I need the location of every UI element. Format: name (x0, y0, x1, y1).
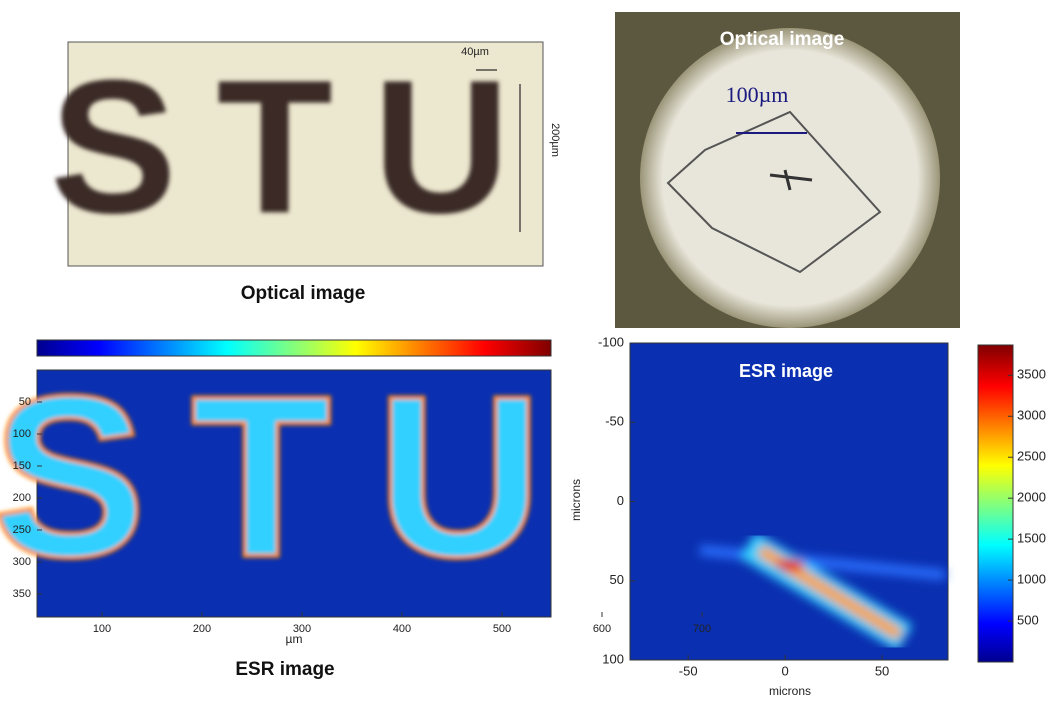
y-tick-label: -100 (598, 334, 624, 349)
y-tick-label: 200 (13, 492, 31, 504)
esr-letters: STU (0, 348, 588, 605)
panel-title: Optical image (720, 29, 845, 50)
photo-letters: STU (50, 41, 550, 253)
x-tick-label: 300 (293, 623, 311, 635)
colorbar-tick-label: 1000 (1017, 572, 1046, 587)
colorbar-tick-label: 2000 (1017, 490, 1046, 505)
y-tick-label: 350 (13, 588, 31, 600)
x-tick-label: 700 (693, 623, 711, 635)
y-tick-label: 150 (13, 460, 31, 472)
y-axis-label: microns (569, 479, 583, 521)
colorbar-tick-label: 3000 (1017, 408, 1046, 423)
panel-title: ESR image (739, 361, 833, 381)
x-tick-label: 600 (593, 623, 611, 635)
y-tick-label: 100 (13, 428, 31, 440)
y-tick-label: 0 (617, 493, 624, 508)
scale-label: 40µm (461, 46, 489, 58)
colorbar-tick-label: 1500 (1017, 531, 1046, 546)
x-axis-label: microns (769, 684, 811, 698)
colorbar-tick-label: 3500 (1017, 367, 1046, 382)
figure: STU 40µm 200µm Optical image Optical ima… (0, 0, 1052, 702)
colorbar-tick-label: 2500 (1017, 449, 1046, 464)
caption: ESR image (235, 659, 334, 680)
x-tick-label: 400 (393, 623, 411, 635)
x-tick-label: 100 (93, 623, 111, 635)
y-tick-label: 300 (13, 556, 31, 568)
x-tick-label: 200 (193, 623, 211, 635)
x-tick-label: 50 (875, 663, 889, 678)
caption: Optical image (241, 283, 366, 304)
scale-label: 200µm (549, 123, 561, 157)
y-tick-label: 50 (610, 572, 624, 587)
y-tick-label: 250 (13, 524, 31, 536)
esr-hotspot (776, 559, 804, 571)
x-tick-label: 0 (782, 663, 789, 678)
x-tick-label: 500 (493, 623, 511, 635)
x-tick-label: -50 (679, 663, 698, 678)
y-tick-label: 50 (19, 396, 31, 408)
y-tick-label: -50 (605, 414, 624, 429)
y-tick-label: 100 (602, 651, 624, 666)
colorbar-tick-label: 500 (1017, 612, 1039, 627)
colorbar (978, 345, 1013, 662)
scale-label: 100µm (726, 82, 789, 107)
esr-map (630, 343, 948, 660)
